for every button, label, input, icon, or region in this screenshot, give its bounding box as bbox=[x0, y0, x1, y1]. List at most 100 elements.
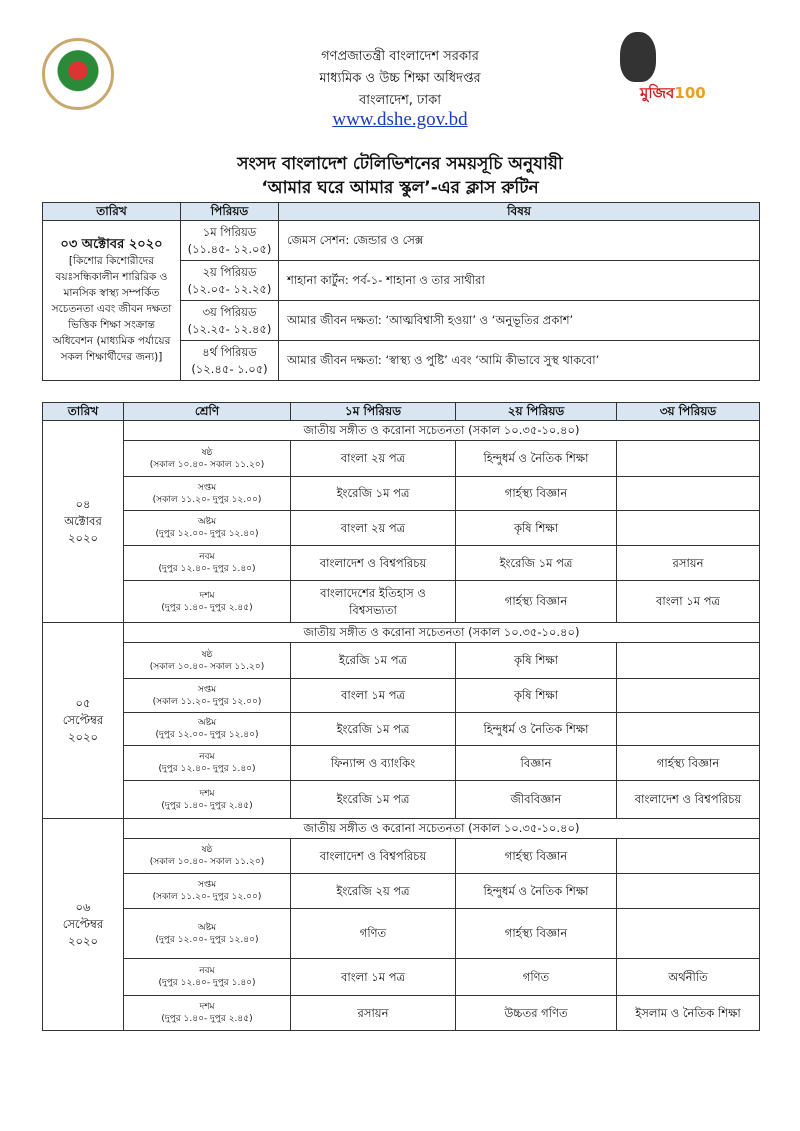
class-time: (দুপুর ১.৪০- দুপুর ২.৪৫) bbox=[161, 602, 253, 613]
class-name: অষ্টম bbox=[197, 718, 217, 728]
subject-cell: শাহানা কার্টুন: পর্ব-১- শাহানা ও তার সাথ… bbox=[278, 260, 760, 301]
class-cell: নবম (দুপুর ১২.৪০- দুপুর ১.৪০) bbox=[123, 545, 291, 581]
class-row: নবম (দুপুর ১২.৪০- দুপুর ১.৪০) বাংলা ১ম পত্… bbox=[43, 958, 760, 996]
date-cell: ০৬ সেপ্টেম্বর ২০২০ bbox=[42, 818, 124, 1031]
class-row: সপ্তম (সকাল ১১.২০- দুপুর ১২.০০) ইংরেজি ১ম … bbox=[43, 476, 760, 511]
period-time: (১২.০৫- ১২.২৫) bbox=[187, 281, 272, 296]
class-cell: নবম (দুপুর ১২.৪০- দুপুর ১.৪০) bbox=[123, 745, 291, 781]
title-line-1: সংসদ বাংলাদেশ টেলিভিশনের সময়সূচি অনুযায… bbox=[237, 154, 563, 174]
class-cell: দশম (দুপুর ১.৪০- দুপুর ২.৪৫) bbox=[123, 995, 291, 1031]
header-dept: মাধ্যমিক ও উচ্চ শিক্ষা অধিদপ্তর bbox=[319, 71, 481, 86]
session-row: ৪র্থ পিরিয়ড (১২.৪৫- ১.০৫) আমার জীবন দক্ষত… bbox=[43, 340, 760, 381]
class-name: ষষ্ঠ bbox=[201, 845, 213, 855]
period-label: ৪র্থ পিরিয়ড bbox=[202, 344, 257, 359]
class-cell: অষ্টম (দুপুর ১২.০০- দুপুর ১২.৪০) bbox=[123, 510, 291, 546]
period-label: ১ম পিরিয়ড bbox=[202, 224, 257, 239]
period-2-subject: হিন্দুধর্ম ও নৈতিক শিক্ষা bbox=[455, 873, 617, 909]
period-1-subject: ফিন্যান্স ও ব্যাংকিং bbox=[290, 745, 456, 781]
class-time: (দুপুর ১২.০০- দুপুর ১২.৪০) bbox=[155, 730, 259, 740]
header-date: তারিখ bbox=[42, 402, 124, 421]
class-cell: অষ্টম (দুপুর ১২.০০- দুপুর ১২.৪০) bbox=[123, 908, 291, 959]
period-2-subject: কৃষি শিক্ষা bbox=[455, 642, 617, 679]
period-2-subject: গার্হস্থ্য বিজ্ঞান bbox=[455, 476, 617, 511]
class-routine-table: তারিখ শ্রেণি ১ম পিরিয়ড ২য় পিরিয়ড ৩য় … bbox=[42, 402, 760, 1031]
class-cell: ষষ্ঠ (সকাল ১০.৪০- সকাল ১১.২০) bbox=[123, 838, 291, 874]
special-session-table: তারিখ পিরিয়ড বিষয় ০৩ অক্টোবর ২০২০ [কিশো… bbox=[42, 202, 760, 381]
class-cell: সপ্তম (সকাল ১১.২০- দুপুর ১২.০০) bbox=[123, 873, 291, 909]
table-header-row: তারিখ পিরিয়ড বিষয় bbox=[42, 202, 760, 221]
class-row: সপ্তম (সকাল ১১.২০- দুপুর ১২.০০) ইংরেজি ২য়… bbox=[43, 873, 760, 909]
class-name: অষ্টম bbox=[197, 517, 217, 527]
period-2-subject: গার্হস্থ্য বিজ্ঞান bbox=[455, 908, 617, 959]
header-govt: গণপ্রজাতন্ত্রী বাংলাদেশ সরকার bbox=[321, 49, 479, 64]
period-1-subject: বাংলাদেশের ইতিহাস ও বিশ্বসভ্যতা bbox=[290, 580, 456, 623]
class-row: দশম (দুপুর ১.৪০- দুপুর ২.৪৫) বাংলাদেশের ইত… bbox=[43, 580, 760, 623]
period-cell: ৩য় পিরিয়ড (১২.২৫- ১২.৪৫) bbox=[180, 300, 279, 341]
class-row: সপ্তম (সকাল ১১.২০- দুপুর ১২.০০) বাংলা ১ম প… bbox=[43, 678, 760, 713]
period-label: ৩য় পিরিয়ড bbox=[202, 304, 257, 319]
period-1-subject: গণিত bbox=[290, 908, 456, 959]
period-1-subject: ইংরেজি ২য় পত্র bbox=[290, 873, 456, 909]
period-time: (১২.২৫- ১২.৪৫) bbox=[187, 321, 272, 336]
table-header-row: তারিখ শ্রেণি ১ম পিরিয়ড ২য় পিরিয়ড ৩য় … bbox=[42, 402, 760, 421]
period-3-subject bbox=[616, 642, 760, 679]
period-time: (১২.৪৫- ১.০৫) bbox=[191, 361, 268, 376]
class-name: দশম bbox=[199, 590, 215, 601]
period-2-subject: ইংরেজি ১ম পত্র bbox=[455, 545, 617, 581]
period-3-subject bbox=[616, 838, 760, 874]
period-3-subject: গার্হস্থ্য বিজ্ঞান bbox=[616, 745, 760, 781]
anthem-cell: জাতীয় সঙ্গীত ও করোনা সচেতনতা (সকাল ১০.৩… bbox=[123, 420, 760, 441]
period-1-subject: বাংলাদেশ ও বিশ্বপরিচয় bbox=[290, 545, 456, 581]
class-cell: সপ্তম (সকাল ১১.২০- দুপুর ১২.০০) bbox=[123, 476, 291, 511]
period-3-subject: বাংলা ১ম পত্র bbox=[616, 580, 760, 623]
period-1-subject: ইংরেজি ১ম পত্র bbox=[290, 712, 456, 746]
period-cell: ১ম পিরিয়ড (১১.৪৫- ১২.০৫) bbox=[180, 220, 279, 261]
class-cell: অষ্টম (দুপুর ১২.০০- দুপুর ১২.৪০) bbox=[123, 712, 291, 746]
class-name: ষষ্ঠ bbox=[201, 649, 213, 660]
class-row: দশম (দুপুর ১.৪০- দুপুর ২.৪৫) ইংরেজি ১ম পত্… bbox=[43, 780, 760, 819]
period-3-subject bbox=[616, 712, 760, 746]
class-cell: দশম (দুপুর ১.৪০- দুপুর ২.৪৫) bbox=[123, 580, 291, 623]
session-date-cell: ০৩ অক্টোবর ২০২০ [কিশোর কিশোরীদের বয়ঃসন্ধ… bbox=[42, 220, 181, 381]
class-time: (দুপুর ১২.৪০- দুপুর ১.৪০) bbox=[158, 564, 256, 574]
session-row: ৩য় পিরিয়ড (১২.২৫- ১২.৪৫) আমার জীবন দক্ষত… bbox=[43, 300, 760, 341]
period-3-subject bbox=[616, 678, 760, 713]
period-2-subject: উচ্চতর গণিত bbox=[455, 995, 617, 1031]
class-name: সপ্তম bbox=[197, 482, 217, 493]
period-2-subject: গার্হস্থ্য বিজ্ঞান bbox=[455, 838, 617, 874]
period-1-subject: বাংলা ২য় পত্র bbox=[290, 440, 456, 477]
class-time: (দুপুর ১২.৪০- দুপুর ১.৪০) bbox=[158, 764, 256, 774]
class-time: (সকাল ১১.২০- দুপুর ১২.০০) bbox=[152, 696, 262, 707]
class-name: অষ্টম bbox=[197, 922, 217, 933]
header-period-1: ১ম পিরিয়ড bbox=[290, 402, 456, 421]
anthem-cell: জাতীয় সঙ্গীত ও করোনা সচেতনতা (সকাল ১০.৩… bbox=[123, 622, 760, 643]
header-class: শ্রেণি bbox=[123, 402, 291, 421]
class-time: (সকাল ১১.২০- দুপুর ১২.০০) bbox=[152, 494, 262, 505]
session-date: ০৩ অক্টোবর ২০২০ bbox=[60, 237, 163, 252]
period-time: (১১.৪৫- ১২.০৫) bbox=[187, 241, 272, 256]
class-row: নবম (দুপুর ১২.৪০- দুপুর ১.৪০) ফিন্যান্স ও … bbox=[43, 745, 760, 781]
session-row: ২য় পিরিয়ড (১২.০৫- ১২.২৫) শাহানা কার্টুন:… bbox=[43, 260, 760, 301]
class-time: (দুপুর ১২.৪০- দুপুর ১.৪০) bbox=[158, 978, 256, 988]
class-row: ষষ্ঠ (সকাল ১০.৪০- সকাল ১১.২০) বাংলা ২য় পত… bbox=[43, 440, 760, 477]
website-link[interactable]: www.dshe.gov.bd bbox=[332, 109, 468, 130]
period-1-subject: ইংরেজি ১ম পত্র bbox=[290, 780, 456, 819]
period-3-subject bbox=[616, 908, 760, 959]
subject-cell: জেমস সেশন: জেন্ডার ও সেক্স bbox=[278, 220, 760, 261]
class-cell: ষষ্ঠ (সকাল ১০.৪০- সকাল ১১.২০) bbox=[123, 440, 291, 477]
class-name: দশম bbox=[199, 1002, 215, 1012]
class-row: ষষ্ঠ (সকাল ১০.৪০- সকাল ১১.২০) বাংলাদেশ ও ব… bbox=[43, 838, 760, 874]
period-1-subject: ইংরেজি ১ম পত্র bbox=[290, 476, 456, 511]
anthem-row: ০৬ সেপ্টেম্বর ২০২০ জাতীয় সঙ্গীত ও করোনা … bbox=[42, 818, 760, 1031]
anthem-row: ০৫ সেপ্টেম্বর ২০২০ জাতীয় সঙ্গীত ও করোনা … bbox=[42, 622, 760, 819]
class-time: (সকাল ১০.৪০- সকাল ১১.২০) bbox=[149, 857, 265, 867]
header-date: তারিখ bbox=[42, 202, 181, 221]
class-row: অষ্টম (দুপুর ১২.০০- দুপুর ১২.৪০) ইংরেজি ১ম… bbox=[43, 712, 760, 746]
dshe-logo bbox=[42, 38, 114, 110]
period-3-subject bbox=[616, 873, 760, 909]
class-row: দশম (দুপুর ১.৪০- দুপুর ২.৪৫) রসায়ন উচ্চতর … bbox=[43, 995, 760, 1031]
class-row: নবম (দুপুর ১২.৪০- দুপুর ১.৪০) বাংলাদেশ ও ব… bbox=[43, 545, 760, 581]
header-subject: বিষয় bbox=[278, 202, 760, 221]
class-cell: নবম (দুপুর ১২.৪০- দুপুর ১.৪০) bbox=[123, 958, 291, 996]
